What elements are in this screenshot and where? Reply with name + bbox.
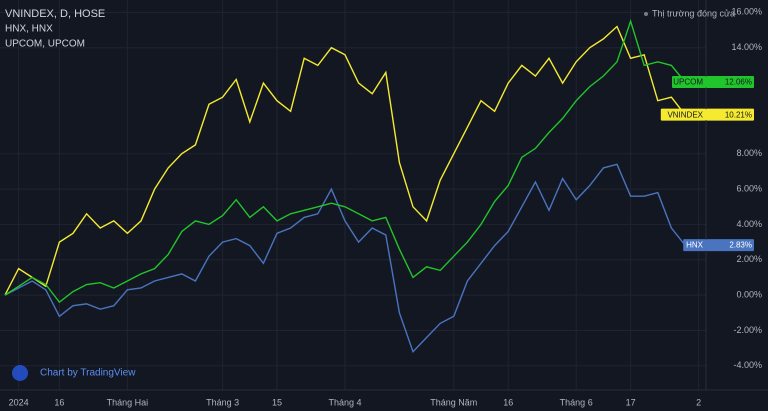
chart-title: VNINDEX, D, HOSE [5,8,105,20]
price-badge [706,239,754,252]
grid [0,0,706,390]
series-badge [660,108,706,121]
y-tick-label: 4.00% [736,219,762,229]
y-tick-label: 14.00% [731,42,762,52]
series-badge [672,75,706,88]
badge-value: 2.83% [729,241,752,250]
x-tick-label: Tháng 4 [328,397,361,407]
x-tick-label: Tháng Năm [430,397,477,407]
badge-value: 10.21% [725,110,752,119]
y-tick-label: -2.00% [733,325,762,335]
x-tick-label: Tháng Hai [107,397,149,407]
price-badge [706,75,754,88]
y-tick-label: 16.00% [731,7,762,17]
y-tick-label: -4.00% [733,360,762,370]
x-tick-label: Tháng 6 [560,397,593,407]
legend-entry: UPCOM [673,78,703,87]
legend-entry: HNX [686,241,704,250]
x-tick-label: 16 [54,397,64,407]
badge-value: 12.06% [725,78,752,87]
series-line [4,163,686,354]
y-tick-label: 2.00% [736,254,762,264]
x-tick-label: Tháng 3 [206,397,239,407]
plot [4,18,686,354]
x-tick-label: 2 [696,397,701,407]
series-line [4,25,686,296]
series-line [4,18,686,304]
legend-entry: VNINDEX [667,110,703,119]
logo [12,365,28,381]
x-tick-label: 16 [503,397,513,407]
series-badge [683,239,706,252]
legend-entry: HNX, HNX [5,24,53,35]
market-status: Thị trường đóng cửa [652,8,735,18]
legend-entry: UPCOM, UPCOM [5,39,85,50]
x-tick-label: 15 [272,397,282,407]
x-tick-label: 2024 [9,397,29,407]
y-tick-label: 8.00% [736,148,762,158]
status-dot [644,12,648,16]
watermark: Chart by TradingView [40,368,136,379]
price-badge [706,108,754,121]
y-tick-label: 6.00% [736,183,762,193]
x-tick-label: 17 [626,397,636,407]
y-tick-label: 0.00% [736,289,762,299]
